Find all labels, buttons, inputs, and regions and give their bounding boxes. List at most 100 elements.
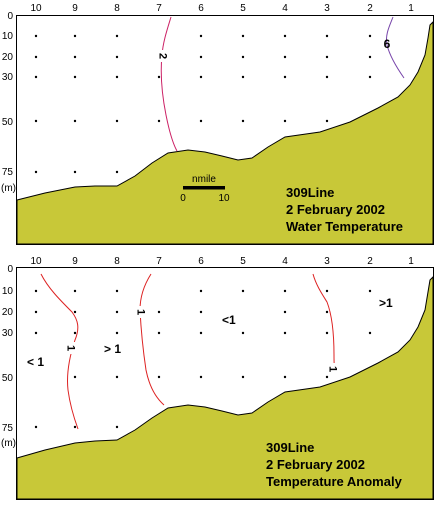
sample-dot [157,75,161,79]
depth-label: 30 [2,72,14,83]
station-label: 10 [30,3,42,14]
sample-dot [157,119,161,123]
sample-dot [241,331,245,335]
sample-dot [283,34,287,38]
isoline-6 [386,16,405,79]
depth-label: 75 [2,423,14,434]
bottom-title-block: 309Line 2 February 2002 Temperature Anom… [266,440,403,489]
region-label: >1 [379,296,393,310]
sample-dot [73,289,77,293]
station-label: 10 [30,256,42,267]
top-sample-dots [34,34,372,174]
sample-dot [283,55,287,59]
sample-dot [115,55,119,59]
sample-dot [368,331,372,335]
bottom-depth-labels: 0 10 20 30 50 75 (m) [1,264,16,449]
sample-dot [283,310,287,314]
contour-label: 1 [135,309,147,315]
contour-label-bg [158,50,167,62]
region-label: <1 [222,313,236,327]
scale-bar-unit: nmile [192,174,216,185]
sample-dot [34,289,38,293]
top-panel: 10 9 8 7 6 5 4 3 2 1 0 10 20 30 50 75 (m… [1,3,434,245]
sample-dot [34,75,38,79]
station-label: 7 [156,3,162,14]
station-label: 2 [367,256,373,267]
station-label: 1 [408,3,414,14]
sample-dot [34,170,38,174]
sample-dot [115,34,119,38]
sample-dot [199,34,203,38]
sample-dot [241,119,245,123]
bottom-seabed-terrain [16,275,434,500]
depth-unit: (m) [1,183,16,194]
depth-label: 75 [2,167,14,178]
sample-dot [368,289,372,293]
sample-dot [325,289,329,293]
sample-dot [115,75,119,79]
station-label: 9 [72,3,78,14]
sample-dot [73,375,77,379]
scale-bar-start: 0 [180,193,186,204]
sample-dot [34,55,38,59]
top-seabed-terrain [16,20,434,245]
station-label: 5 [240,256,246,267]
sample-dot [73,310,77,314]
anomaly-isoline [139,273,165,406]
isoline-2 [160,16,178,152]
sample-dot [368,55,372,59]
sample-dot [73,55,77,59]
sample-dot [241,34,245,38]
sample-dot [73,331,77,335]
top-station-labels: 10 9 8 7 6 5 4 3 2 1 [30,3,414,14]
title-line: Temperature Anomaly [266,474,403,489]
sample-dot [325,34,329,38]
station-label: 6 [198,3,204,14]
contour-label: 1 [327,366,339,372]
sample-dot [73,34,77,38]
station-label: 9 [72,256,78,267]
sample-dot [73,425,77,429]
station-label: 2 [367,3,373,14]
station-label: 3 [324,256,330,267]
contour-label: 2 [157,53,169,59]
station-label: 6 [198,256,204,267]
sample-dot [241,75,245,79]
depth-label: 50 [2,373,14,384]
sample-dot [283,331,287,335]
sample-dot [34,331,38,335]
sample-dot [73,119,77,123]
sample-dot [199,289,203,293]
top-title-block: 309Line 2 February 2002 Water Temperatur… [286,185,403,234]
scale-bar-end: 10 [218,193,230,204]
scale-bar-line [183,186,225,190]
sample-dot [325,119,329,123]
station-label: 4 [282,256,288,267]
sample-dot [283,75,287,79]
contour-label-bg [136,306,145,318]
contour-label-bg [328,363,337,375]
station-label: 8 [114,256,120,267]
sample-dot [115,119,119,123]
sample-dot [157,375,161,379]
station-label: 5 [240,3,246,14]
scale-bar: nmile 0 10 [180,174,230,204]
contour-label-bg [66,342,75,354]
sample-dot [73,170,77,174]
sample-dot [283,289,287,293]
sample-dot [241,289,245,293]
sample-dot [157,310,161,314]
sample-dot [115,310,119,314]
sample-dot [34,425,38,429]
sample-dot [34,310,38,314]
depth-label: 20 [2,307,14,318]
sample-dot [199,55,203,59]
depth-label: 10 [2,286,14,297]
sample-dot [115,375,119,379]
sample-dot [241,55,245,59]
bottom-sample-dots [34,289,372,429]
sample-dot [157,331,161,335]
sample-dot [325,331,329,335]
station-label: 3 [324,3,330,14]
